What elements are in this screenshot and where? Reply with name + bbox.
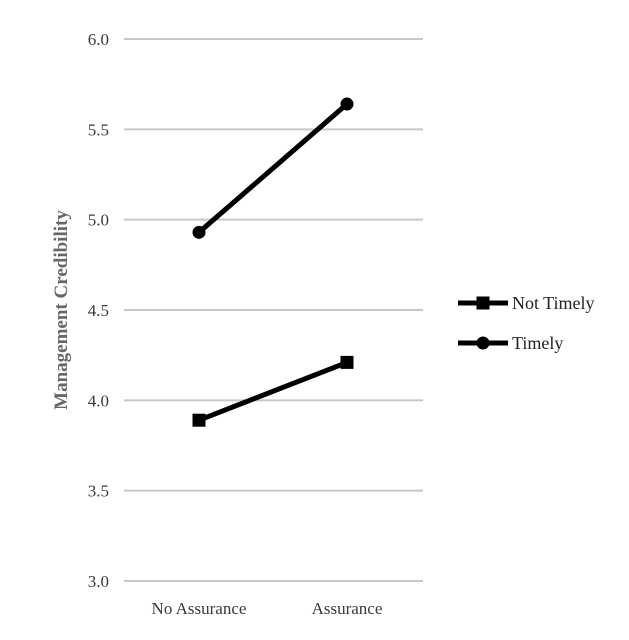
y-tick-label: 4.5 bbox=[88, 301, 109, 320]
x-axis-ticks: No Assurance Assurance bbox=[152, 599, 383, 618]
x-tick-label: Assurance bbox=[312, 599, 383, 618]
legend: Not Timely Timely bbox=[458, 293, 595, 353]
legend-marker-circle bbox=[476, 336, 490, 350]
series-lines bbox=[192, 97, 354, 427]
gridlines bbox=[124, 38, 423, 582]
y-tick-label: 3.0 bbox=[88, 572, 109, 591]
series-not-timely bbox=[192, 355, 354, 427]
series-line-not-timely bbox=[196, 359, 350, 423]
series-line-timely bbox=[196, 101, 350, 235]
data-point-timely bbox=[340, 97, 354, 111]
x-tick-label: No Assurance bbox=[152, 599, 247, 618]
y-tick-label: 5.0 bbox=[88, 211, 109, 230]
data-point-not-timely bbox=[192, 413, 206, 427]
legend-label: Timely bbox=[512, 333, 563, 353]
legend-item-timely: Timely bbox=[458, 333, 563, 353]
legend-label: Not Timely bbox=[512, 293, 595, 313]
data-point-not-timely bbox=[340, 355, 354, 369]
y-axis-ticks: 3.0 3.5 4.0 4.5 5.0 5.5 6.0 bbox=[88, 30, 109, 591]
y-tick-label: 5.5 bbox=[88, 120, 109, 139]
legend-item-not-timely: Not Timely bbox=[458, 293, 595, 313]
data-point-timely bbox=[192, 225, 206, 239]
y-tick-label: 6.0 bbox=[88, 30, 109, 49]
y-tick-label: 4.0 bbox=[88, 391, 109, 410]
y-axis-title: Management Credibility bbox=[51, 210, 72, 410]
y-tick-label: 3.5 bbox=[88, 482, 109, 501]
legend-marker-square bbox=[476, 296, 490, 310]
series-timely bbox=[192, 97, 354, 239]
